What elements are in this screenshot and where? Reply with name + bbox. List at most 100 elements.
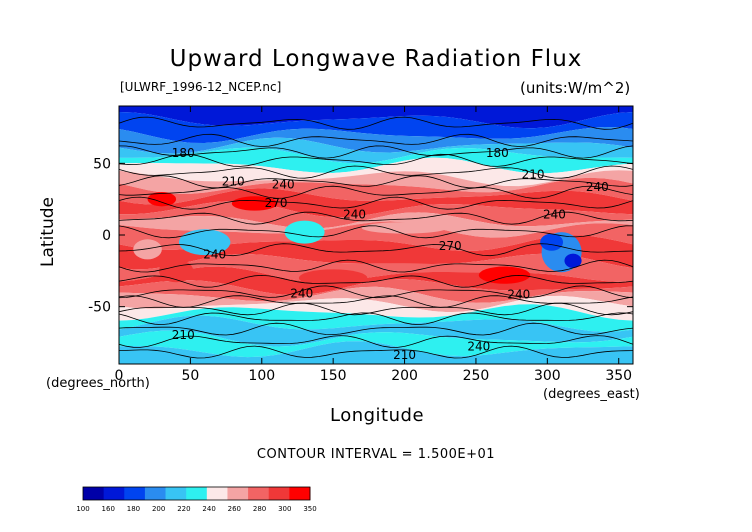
flux-band-0 bbox=[119, 106, 633, 129]
flux-band-16 bbox=[119, 286, 633, 313]
y-tick-label: 50 bbox=[93, 156, 111, 172]
flux-band-1 bbox=[119, 112, 633, 144]
colorbar-label: 240 bbox=[202, 505, 215, 513]
contour-label-10: 240 bbox=[203, 248, 226, 262]
flux-band-6 bbox=[119, 170, 633, 194]
y-tick-label: -50 bbox=[88, 300, 111, 316]
flux-feature-7 bbox=[478, 266, 531, 284]
contour-label-0: 180 bbox=[172, 146, 195, 160]
colorbar-swatch bbox=[124, 487, 146, 500]
x-axis: 0 50 100 150 200 250 300 350 bbox=[115, 106, 632, 384]
colorbar-label: 200 bbox=[152, 505, 165, 513]
x-axis-label: Longitude bbox=[330, 405, 425, 426]
y-axis-unit: (degrees_north) bbox=[46, 376, 150, 391]
contour-label-9: 270 bbox=[439, 239, 462, 253]
colorbar-swatch bbox=[227, 487, 249, 500]
contour-line-12 bbox=[119, 274, 633, 288]
contour-line-11 bbox=[119, 259, 633, 273]
colorbar-label: 280 bbox=[253, 505, 266, 513]
chart-title: Upward Longwave Radiation Flux bbox=[169, 46, 583, 72]
y-axis-label: Latitude bbox=[38, 197, 58, 267]
flux-feature-0 bbox=[178, 229, 231, 256]
y-axis: -50 0 50 bbox=[88, 156, 633, 316]
colorbar-swatch bbox=[83, 487, 105, 500]
flux-band-5 bbox=[119, 157, 633, 187]
colorbar-label: 300 bbox=[278, 505, 291, 513]
contour-labels: 180 180 210 210 240 240 270 240 240 270 240 240 240 2… bbox=[172, 146, 609, 362]
contour-line-13 bbox=[119, 285, 633, 299]
flux-feature-11 bbox=[133, 239, 162, 260]
x-tick-label: 300 bbox=[534, 368, 561, 384]
contour-label-6: 270 bbox=[265, 196, 288, 210]
flux-band-20 bbox=[119, 330, 633, 358]
flux-band-18 bbox=[119, 304, 633, 332]
contour-line-3 bbox=[119, 153, 633, 167]
x-tick-label: 50 bbox=[181, 368, 199, 384]
contour-label-4: 240 bbox=[272, 177, 295, 191]
colorbar-swatch bbox=[186, 487, 208, 500]
x-tick-label: 100 bbox=[248, 368, 275, 384]
contour-label-2: 210 bbox=[222, 174, 245, 188]
contour-label-8: 240 bbox=[543, 207, 566, 221]
flux-band-7 bbox=[119, 177, 633, 205]
flux-band-13 bbox=[119, 253, 633, 283]
colorbar-label: 160 bbox=[102, 505, 115, 513]
contour-line-0 bbox=[119, 116, 633, 130]
flux-feature-3 bbox=[540, 233, 564, 251]
flux-band-2 bbox=[119, 126, 633, 154]
flux-feature-1 bbox=[284, 220, 325, 244]
flux-band-8 bbox=[119, 188, 633, 218]
x-tick-label: 350 bbox=[605, 368, 632, 384]
flux-band-19 bbox=[119, 315, 633, 347]
contour-lines bbox=[119, 116, 633, 359]
colorbar-frame bbox=[82, 486, 311, 501]
dataset-filename: [ULWRF_1996-12_NCEP.nc] bbox=[120, 80, 282, 94]
colorbar-swatch bbox=[206, 487, 228, 500]
contour-line-19 bbox=[119, 345, 633, 359]
colorbar: 100 160 180 200 220 240 260 280 300 350 bbox=[76, 486, 317, 513]
contour-line-17 bbox=[119, 322, 633, 336]
colorbar-label: 260 bbox=[228, 505, 241, 513]
colorbar-swatch bbox=[289, 487, 311, 500]
contour-label-15: 210 bbox=[393, 348, 416, 362]
contour-line-10 bbox=[119, 243, 633, 257]
contour-label-3: 210 bbox=[522, 167, 545, 181]
flux-band-11 bbox=[119, 221, 633, 251]
contour-interval-note: CONTOUR INTERVAL = 1.500E+01 bbox=[256, 447, 496, 462]
flux-band-12 bbox=[119, 235, 633, 270]
colorbar-label: 220 bbox=[177, 505, 190, 513]
flux-band-10 bbox=[119, 212, 633, 238]
contour-line-15 bbox=[119, 302, 633, 316]
flux-feature-8 bbox=[231, 196, 278, 211]
flux-feature-9 bbox=[147, 192, 177, 207]
contour-line-8 bbox=[119, 211, 633, 225]
colorbar-swatch bbox=[165, 487, 187, 500]
contour-line-14 bbox=[119, 295, 633, 308]
contour-line-2 bbox=[119, 145, 633, 159]
x-tick-label: 0 bbox=[115, 368, 124, 384]
colorbar-swatch bbox=[144, 487, 167, 500]
contour-line-16 bbox=[119, 312, 633, 326]
contour-line-7 bbox=[119, 196, 633, 210]
colorbar-swatch bbox=[103, 487, 125, 500]
colorbar-label: 180 bbox=[127, 505, 140, 513]
colorbar-swatch bbox=[248, 487, 270, 500]
flux-band-21 bbox=[119, 341, 633, 364]
contour-label-14: 240 bbox=[467, 339, 490, 353]
y-tick-label: 0 bbox=[102, 228, 111, 244]
x-tick-label: 150 bbox=[320, 368, 347, 384]
colorbar-label: 100 bbox=[76, 505, 89, 513]
colorbar-swatch bbox=[268, 487, 290, 500]
colorbar-label: 350 bbox=[303, 505, 316, 513]
contour-label-13: 210 bbox=[172, 328, 195, 342]
flux-feature-6 bbox=[298, 269, 368, 287]
contour-label-7: 240 bbox=[343, 207, 366, 221]
contour-line-5 bbox=[119, 175, 633, 189]
color-bands bbox=[119, 106, 633, 364]
x-tick-label: 200 bbox=[391, 368, 418, 384]
flux-band-15 bbox=[119, 279, 633, 303]
flux-feature-4 bbox=[564, 253, 582, 268]
contour-line-6 bbox=[119, 185, 633, 199]
x-axis-unit: (degrees_east) bbox=[543, 387, 640, 402]
